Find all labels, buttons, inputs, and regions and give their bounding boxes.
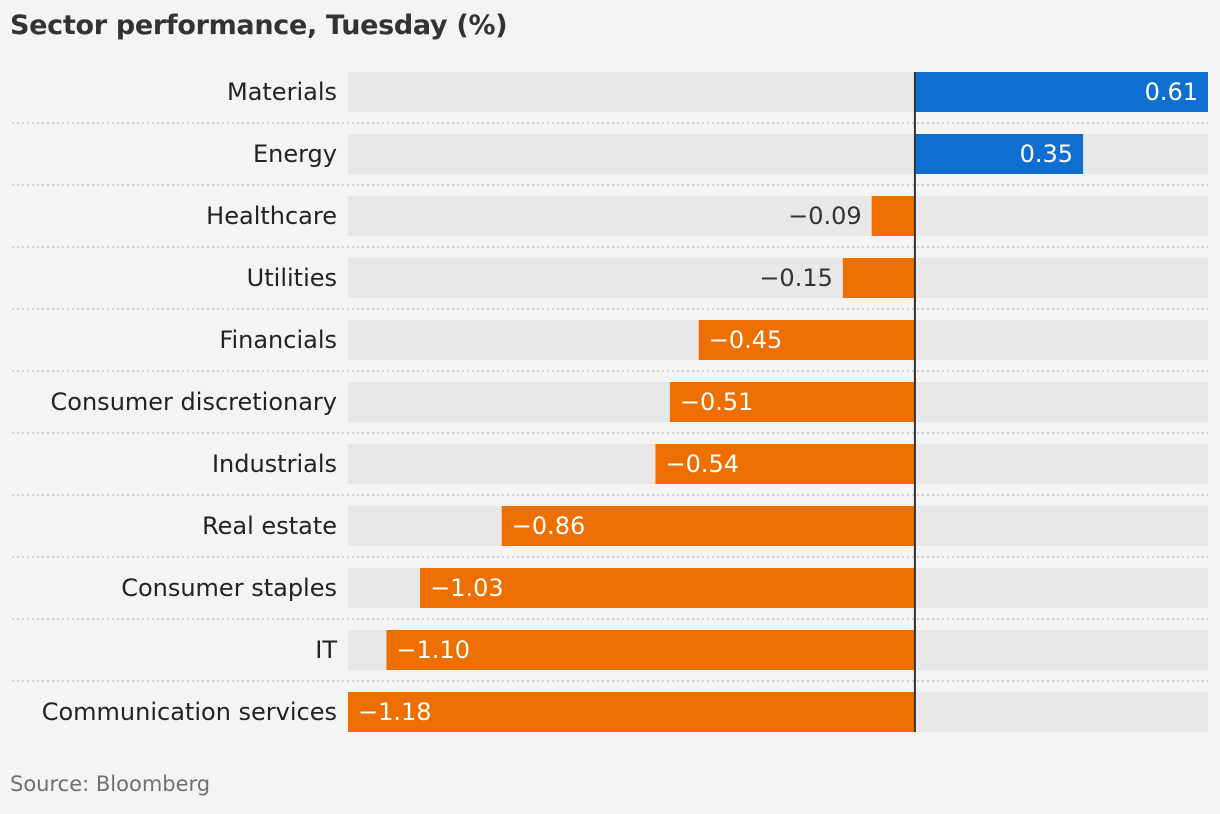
category-label: Utilities xyxy=(247,264,337,292)
value-label: 0.61 xyxy=(1145,78,1198,106)
category-label: Industrials xyxy=(212,450,337,478)
category-label: Healthcare xyxy=(206,202,337,230)
category-label: Financials xyxy=(219,326,337,354)
bar xyxy=(420,568,915,608)
value-label: −0.86 xyxy=(512,512,586,540)
chart-title: Sector performance, Tuesday (%) xyxy=(10,10,508,41)
category-label: Consumer discretionary xyxy=(51,388,337,416)
value-label: −0.09 xyxy=(788,202,862,230)
source-note: Source: Bloomberg xyxy=(10,772,211,796)
value-label: −0.45 xyxy=(709,326,783,354)
bar xyxy=(501,506,915,546)
category-label: Energy xyxy=(253,140,337,168)
value-label: −1.03 xyxy=(430,574,504,602)
value-label: −0.15 xyxy=(759,264,833,292)
bar xyxy=(348,692,915,732)
bar-track xyxy=(348,258,1208,298)
value-label: −0.54 xyxy=(665,450,739,478)
bar xyxy=(669,382,915,422)
value-label: 0.35 xyxy=(1020,140,1073,168)
category-label: Communication services xyxy=(42,698,337,726)
bar xyxy=(386,630,915,670)
bar xyxy=(871,196,915,236)
bar xyxy=(698,320,915,360)
category-label: Consumer staples xyxy=(121,574,337,602)
bar xyxy=(914,72,1208,112)
bar-track xyxy=(348,196,1208,236)
value-label: −0.51 xyxy=(680,388,754,416)
bar xyxy=(914,134,1084,174)
category-label: Materials xyxy=(227,78,337,106)
bar xyxy=(842,258,915,298)
bar xyxy=(655,444,915,484)
value-label: −1.10 xyxy=(396,636,470,664)
value-label: −1.18 xyxy=(358,698,432,726)
category-label: Real estate xyxy=(202,512,337,540)
category-label: IT xyxy=(315,636,337,664)
